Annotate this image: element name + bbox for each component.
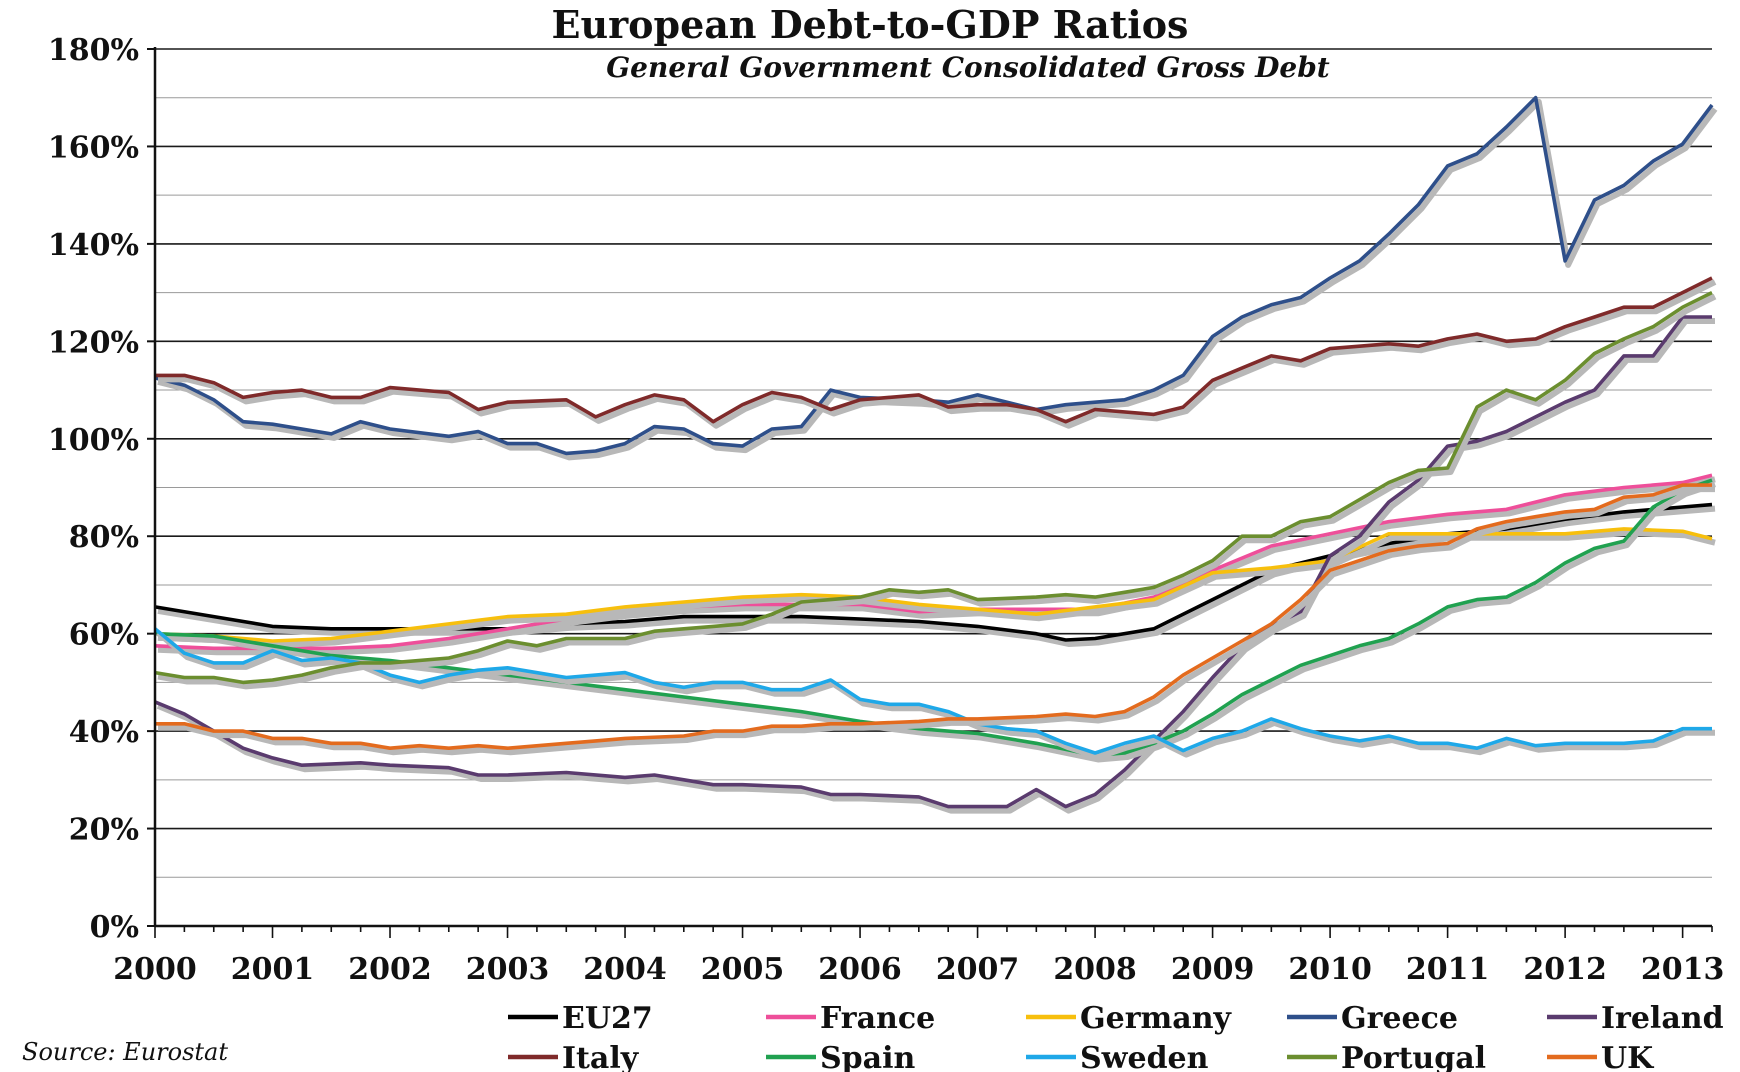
legend-label: UK	[1601, 1041, 1654, 1072]
source-note: Source: Eurostat	[22, 1038, 228, 1066]
x-tick-label: 2009	[1171, 952, 1255, 987]
x-tick-label: 2005	[701, 952, 785, 987]
series-line-greece	[154, 95, 1714, 456]
series-line-portugal	[154, 290, 1713, 685]
y-tick-label: 40%	[69, 715, 139, 750]
x-tick-label: 2008	[1053, 952, 1137, 987]
series-shadow	[157, 476, 1716, 656]
x-tick-label: 2010	[1288, 952, 1372, 987]
y-tick-label: 80%	[69, 520, 139, 555]
series-line-spain	[154, 478, 1713, 758]
legend-label: Portugal	[1341, 1041, 1486, 1072]
legend-label: Greece	[1341, 1001, 1458, 1036]
x-tick-label: 2012	[1523, 952, 1607, 987]
x-tick-label: 2013	[1641, 952, 1725, 987]
y-axis-ticks: 0% 20% 40% 60% 80% 100% 120% 140% 160% 180%	[48, 33, 139, 945]
series-shadow	[157, 98, 1718, 461]
series-line-sweden	[153, 627, 1712, 755]
legend-label: Germany	[1080, 1001, 1233, 1036]
legend-label: Sweden	[1080, 1041, 1209, 1072]
series-lines	[153, 95, 1718, 814]
axes	[147, 47, 1713, 938]
y-tick-label: 100%	[48, 423, 139, 458]
x-tick-label: 2011	[1406, 952, 1490, 987]
series-shadow	[157, 293, 1717, 690]
legend-label: Italy	[562, 1041, 640, 1072]
series-shadow	[156, 318, 1715, 814]
series-shadow	[158, 279, 1717, 429]
x-tick-label: 2002	[348, 952, 432, 987]
x-tick-label: 2001	[231, 952, 315, 987]
x-axis-ticks: 2000 2001 2002 2003 2004 2005 2006 2007 2008 2009…	[113, 952, 1724, 987]
y-tick-label: 20%	[69, 813, 139, 848]
y-tick-label: 60%	[69, 618, 139, 653]
series-line-uk	[155, 483, 1712, 750]
chart-subtitle: General Government Consolidated Gross De…	[606, 51, 1330, 84]
legend-label: Ireland	[1601, 1001, 1724, 1036]
legend: EU27 France Germany Greece Ireland Italy Spain…	[508, 1001, 1724, 1072]
y-tick-label: 160%	[48, 130, 139, 165]
x-tick-label: 2003	[466, 952, 550, 987]
series-shadow	[157, 481, 1716, 763]
x-tick-label: 2000	[113, 952, 197, 987]
y-tick-label: 0%	[90, 910, 139, 945]
y-tick-label: 180%	[48, 33, 139, 68]
series-shadow	[156, 630, 1715, 760]
series-shadow	[157, 529, 1716, 648]
legend-label: Spain	[820, 1041, 915, 1072]
y-tick-label: 140%	[48, 228, 139, 263]
x-tick-label: 2006	[818, 952, 902, 987]
x-tick-label: 2004	[583, 952, 667, 987]
chart-title: European Debt-to-GDP Ratios	[552, 2, 1189, 47]
series-line-eu27	[154, 502, 1713, 642]
series-line-ireland	[154, 315, 1712, 809]
x-tick-label: 2007	[936, 952, 1020, 987]
series-shadow	[158, 486, 1715, 756]
y-tick-label: 120%	[48, 325, 139, 360]
legend-label: France	[820, 1001, 935, 1036]
legend-label: EU27	[562, 1001, 653, 1036]
series-line-italy	[155, 276, 1713, 424]
